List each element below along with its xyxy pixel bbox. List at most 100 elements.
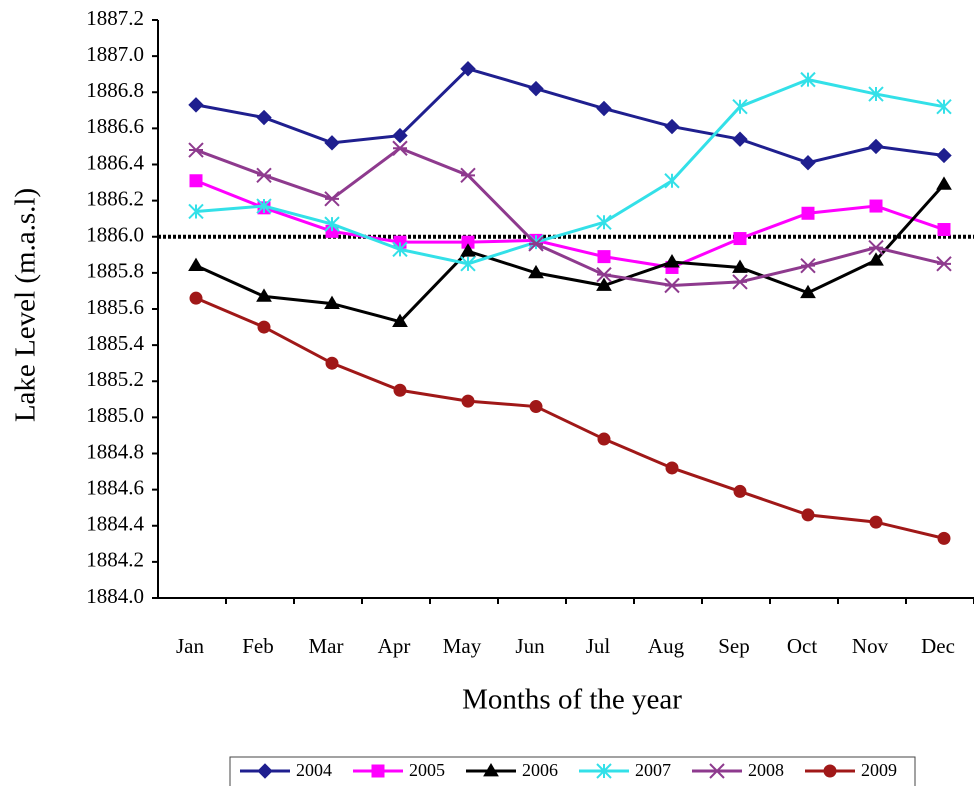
legend-label: 2008 bbox=[748, 760, 784, 780]
marker bbox=[733, 232, 747, 246]
series-line bbox=[195, 146, 945, 288]
x-tick-label: Dec bbox=[921, 634, 955, 658]
marker bbox=[257, 320, 271, 334]
x-tick-label: Apr bbox=[378, 634, 411, 658]
series-line bbox=[195, 183, 946, 324]
marker bbox=[869, 199, 883, 213]
marker bbox=[665, 461, 679, 475]
legend-label: 2009 bbox=[861, 760, 897, 780]
y-tick-label: 1885.8 bbox=[86, 259, 144, 283]
series-line bbox=[195, 67, 945, 165]
marker bbox=[664, 118, 680, 135]
y-tick-label: 1887.2 bbox=[86, 6, 144, 30]
marker bbox=[257, 763, 273, 779]
marker bbox=[189, 174, 203, 188]
x-tick-label: Sep bbox=[718, 634, 750, 658]
marker bbox=[256, 109, 272, 126]
marker bbox=[393, 383, 407, 397]
marker bbox=[664, 254, 680, 268]
marker bbox=[529, 400, 543, 414]
marker bbox=[801, 206, 815, 220]
legend-label: 2004 bbox=[296, 760, 332, 780]
y-tick-label: 1884.8 bbox=[86, 439, 144, 463]
marker bbox=[460, 256, 476, 272]
marker bbox=[528, 236, 544, 252]
marker bbox=[732, 274, 748, 290]
marker bbox=[937, 223, 951, 237]
y-tick-label: 1885.0 bbox=[86, 403, 144, 427]
marker bbox=[596, 763, 612, 779]
series-line bbox=[195, 78, 945, 266]
marker bbox=[188, 203, 204, 220]
marker bbox=[392, 313, 408, 328]
marker bbox=[256, 288, 272, 302]
marker bbox=[800, 71, 816, 88]
series-line bbox=[195, 296, 945, 540]
legend-box bbox=[229, 756, 916, 786]
y-tick-label: 1885.4 bbox=[86, 331, 144, 355]
marker bbox=[800, 154, 816, 171]
y-tick-label: 1886.8 bbox=[86, 78, 144, 102]
y-tick-label: 1884.4 bbox=[86, 512, 144, 536]
x-axis-title: Months of the year bbox=[462, 684, 682, 716]
x-tick-label: Nov bbox=[852, 634, 889, 658]
marker bbox=[709, 763, 725, 779]
marker bbox=[597, 250, 611, 264]
marker bbox=[936, 256, 952, 272]
marker bbox=[664, 173, 680, 189]
marker bbox=[460, 243, 476, 257]
marker bbox=[528, 80, 544, 97]
x-tick-label: Aug bbox=[648, 634, 685, 658]
marker bbox=[189, 291, 203, 305]
y-tick-label: 1886.0 bbox=[86, 223, 144, 247]
marker bbox=[936, 147, 952, 164]
marker bbox=[801, 508, 815, 522]
y-tick-label: 1885.2 bbox=[86, 367, 144, 391]
marker bbox=[868, 86, 884, 102]
marker bbox=[324, 295, 340, 309]
marker bbox=[256, 198, 272, 214]
marker bbox=[936, 176, 952, 190]
x-tick-label: Mar bbox=[309, 634, 344, 658]
x-tick-label: May bbox=[443, 634, 482, 658]
marker bbox=[460, 61, 476, 77]
y-tick-label: 1884.6 bbox=[86, 475, 144, 499]
marker bbox=[392, 127, 408, 144]
y-tick-label: 1884.0 bbox=[86, 584, 144, 608]
marker bbox=[936, 98, 952, 115]
marker bbox=[461, 394, 475, 408]
y-tick-label: 1885.6 bbox=[86, 295, 144, 319]
legend-label: 2007 bbox=[635, 760, 671, 780]
y-tick-label: 1884.2 bbox=[86, 548, 144, 572]
series-line bbox=[195, 179, 945, 270]
marker bbox=[937, 531, 951, 545]
marker bbox=[392, 140, 408, 156]
marker bbox=[868, 239, 884, 256]
marker bbox=[188, 257, 204, 272]
marker bbox=[325, 356, 339, 370]
marker bbox=[869, 515, 883, 529]
marker bbox=[596, 100, 612, 117]
marker bbox=[188, 97, 204, 113]
y-tick-label: 1886.6 bbox=[86, 114, 144, 138]
y-tick-label: 1887.0 bbox=[86, 42, 144, 66]
marker bbox=[371, 764, 385, 778]
marker bbox=[596, 277, 612, 291]
marker bbox=[188, 142, 204, 158]
marker bbox=[324, 135, 340, 151]
y-tick-label: 1886.4 bbox=[86, 150, 144, 174]
marker bbox=[732, 259, 748, 273]
x-tick-label: Feb bbox=[242, 634, 274, 658]
marker bbox=[596, 266, 612, 283]
legend-label: 2006 bbox=[522, 760, 558, 780]
legend-label: 2005 bbox=[409, 760, 445, 780]
marker bbox=[324, 191, 340, 207]
marker bbox=[868, 138, 884, 155]
marker bbox=[823, 764, 837, 778]
marker bbox=[664, 277, 680, 294]
marker bbox=[596, 214, 612, 231]
marker bbox=[528, 264, 544, 279]
marker bbox=[460, 167, 476, 184]
x-tick-label: Jul bbox=[586, 634, 611, 658]
